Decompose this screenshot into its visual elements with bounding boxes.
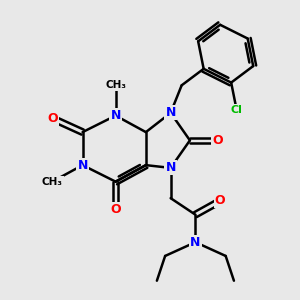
Text: N: N — [77, 159, 88, 172]
Text: N: N — [166, 106, 176, 119]
Text: CH₃: CH₃ — [105, 80, 126, 90]
Text: O: O — [215, 194, 226, 207]
Text: O: O — [212, 134, 223, 147]
Text: CH₃: CH₃ — [42, 177, 63, 187]
Text: N: N — [110, 109, 121, 122]
Text: O: O — [47, 112, 58, 125]
Text: N: N — [166, 161, 176, 174]
Text: N: N — [190, 236, 201, 249]
Text: Cl: Cl — [231, 105, 243, 115]
Text: O: O — [110, 203, 121, 216]
